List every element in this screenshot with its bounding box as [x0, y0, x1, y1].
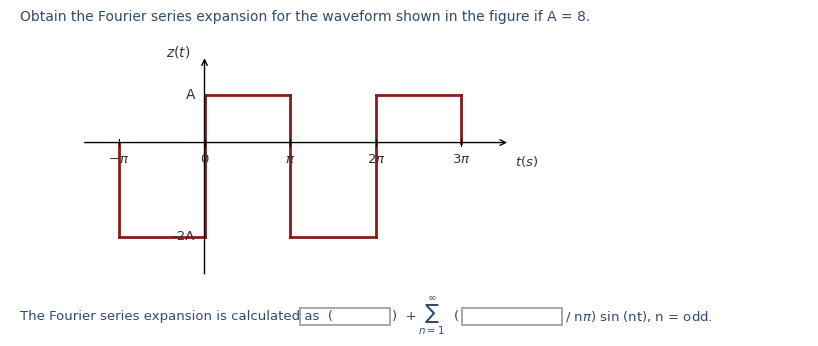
Text: (: ( — [454, 310, 459, 323]
Bar — [300, 308, 390, 325]
Text: $3\pi$: $3\pi$ — [452, 153, 471, 166]
Text: $2\pi$: $2\pi$ — [366, 153, 385, 166]
Bar — [462, 308, 562, 325]
Text: The Fourier series expansion is calculated as  (: The Fourier series expansion is calculat… — [20, 310, 333, 323]
Text: -2A: -2A — [173, 230, 195, 243]
Text: )  +: ) + — [392, 310, 416, 323]
Text: / n$\pi$) sin (nt), n = odd.: / n$\pi$) sin (nt), n = odd. — [565, 309, 712, 324]
Text: A: A — [186, 89, 195, 102]
Text: $\sum_{n=1}^{\infty}$: $\sum_{n=1}^{\infty}$ — [418, 296, 444, 337]
Text: $\pi$: $\pi$ — [285, 153, 295, 166]
Text: $-\pi$: $-\pi$ — [108, 153, 129, 166]
Text: Obtain the Fourier series expansion for the waveform shown in the figure if A = : Obtain the Fourier series expansion for … — [20, 10, 591, 24]
Text: $t(s)$: $t(s)$ — [515, 154, 538, 169]
Text: 0: 0 — [200, 153, 209, 166]
Text: $z(t)$: $z(t)$ — [167, 44, 191, 60]
